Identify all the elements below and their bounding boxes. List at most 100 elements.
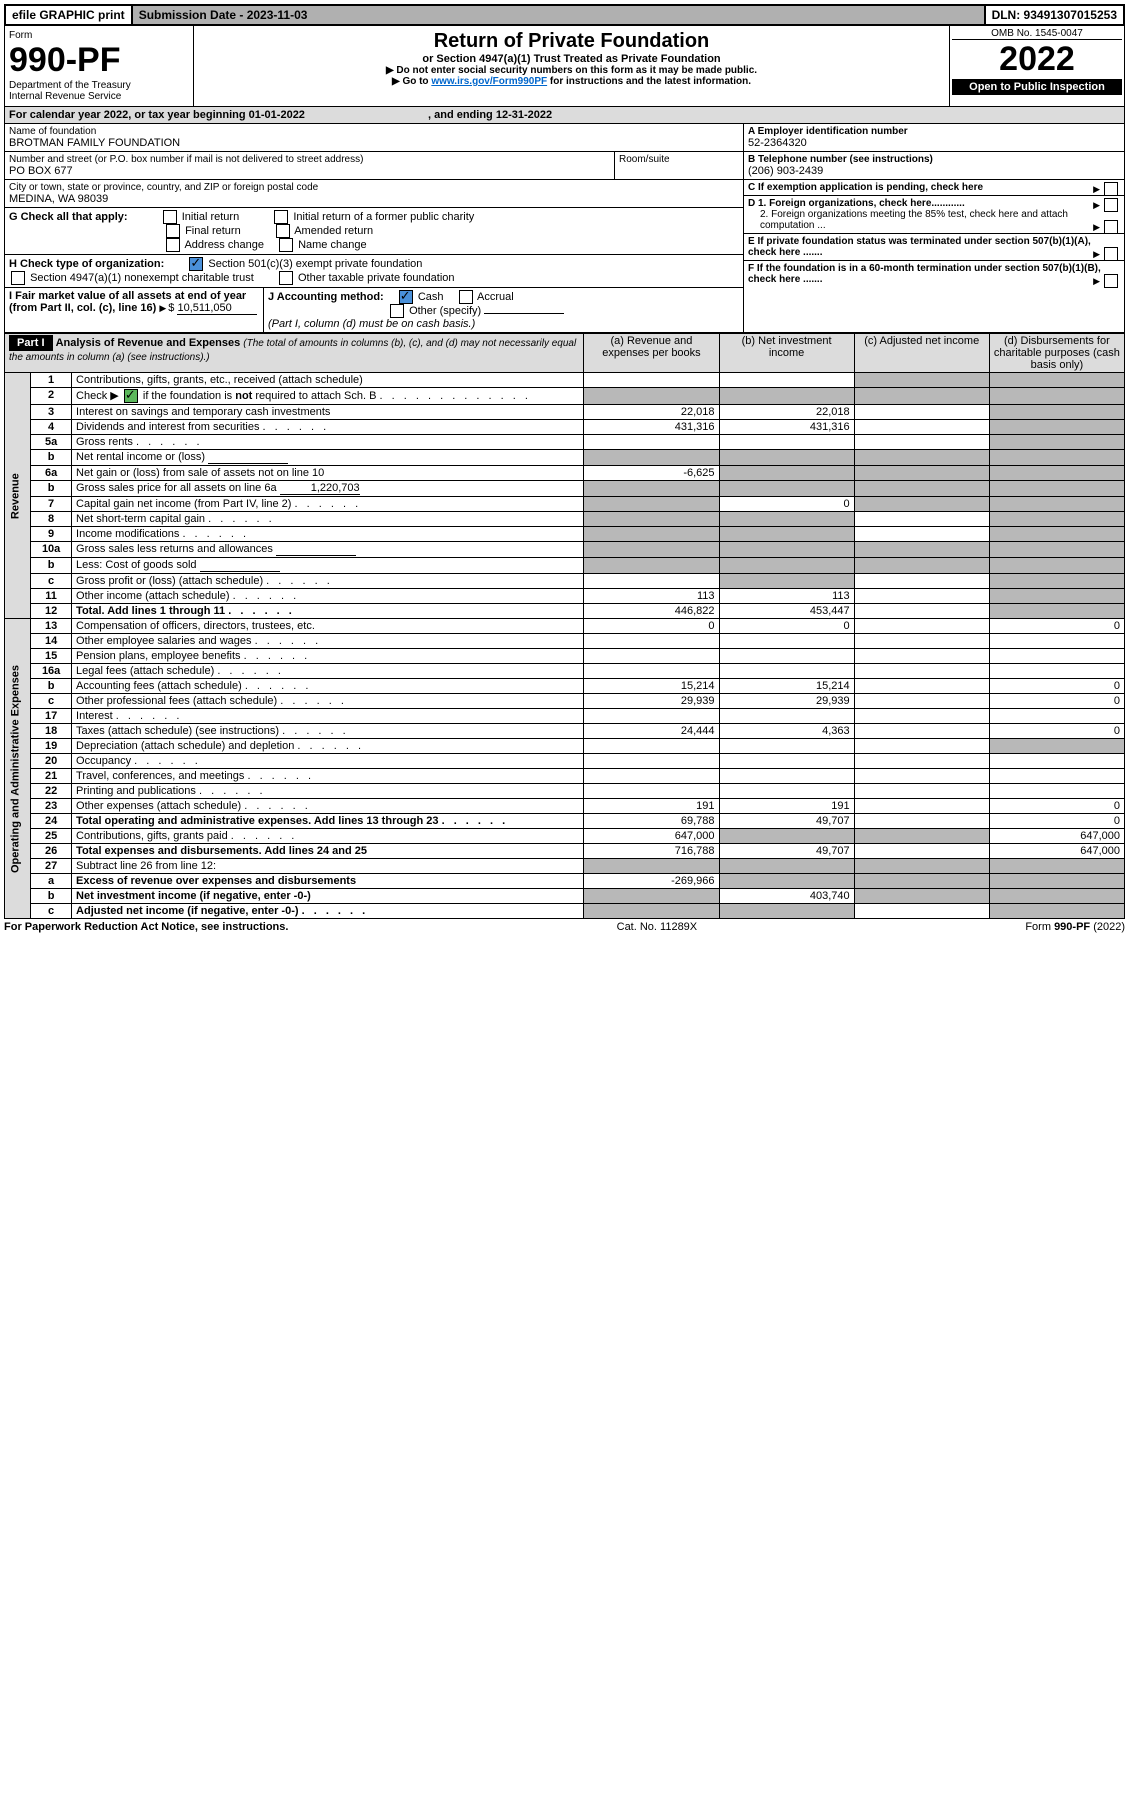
d1-label: D 1. Foreign organizations, check here..… bbox=[748, 198, 965, 209]
chk-e[interactable] bbox=[1104, 247, 1118, 261]
table-row: cGross profit or (loss) (attach schedule… bbox=[5, 574, 1125, 589]
note-ssn: ▶ Do not enter social security numbers o… bbox=[198, 65, 945, 76]
address: PO BOX 677 bbox=[9, 165, 610, 177]
chk-addrchg[interactable] bbox=[166, 238, 180, 252]
g-opt-1: Initial return of a former public charit… bbox=[293, 211, 474, 223]
form-title: Return of Private Foundation bbox=[198, 30, 945, 53]
chk-d2[interactable] bbox=[1104, 220, 1118, 234]
note-link: ▶ Go to www.irs.gov/Form990PF for instru… bbox=[198, 76, 945, 87]
dln-label: DLN: 93491307015253 bbox=[986, 6, 1123, 24]
section-h: H Check type of organization: Section 50… bbox=[5, 255, 743, 288]
table-row: cOther professional fees (attach schedul… bbox=[5, 694, 1125, 709]
part1-table: Part I Analysis of Revenue and Expenses … bbox=[4, 333, 1125, 919]
chk-c[interactable] bbox=[1104, 182, 1118, 196]
identity-block: Name of foundation BROTMAN FAMILY FOUNDA… bbox=[4, 124, 1125, 333]
side-label: Revenue bbox=[5, 373, 31, 619]
g-opt-5: Name change bbox=[298, 239, 367, 251]
calendar-year-row: For calendar year 2022, or tax year begi… bbox=[4, 107, 1125, 124]
chk-cash[interactable] bbox=[399, 290, 413, 304]
g-opt-0: Initial return bbox=[182, 211, 239, 223]
chk-namechg[interactable] bbox=[279, 238, 293, 252]
table-row: bGross sales price for all assets on lin… bbox=[5, 481, 1125, 497]
tax-year: 2022 bbox=[952, 40, 1122, 79]
city-value: MEDINA, WA 98039 bbox=[9, 193, 739, 205]
table-row: 18Taxes (attach schedule) (see instructi… bbox=[5, 724, 1125, 739]
omb-label: OMB No. 1545-0047 bbox=[952, 28, 1122, 40]
g-opt-4: Address change bbox=[184, 239, 264, 251]
chk-501c3[interactable] bbox=[189, 257, 203, 271]
a-label: A Employer identification number bbox=[748, 126, 1120, 137]
chk-other-acct[interactable] bbox=[390, 304, 404, 318]
j-note: (Part I, column (d) must be on cash basi… bbox=[268, 318, 475, 330]
footer-left: For Paperwork Reduction Act Notice, see … bbox=[4, 921, 288, 933]
chk-amended[interactable] bbox=[276, 224, 290, 238]
section-f: F If the foundation is in a 60-month ter… bbox=[744, 261, 1124, 287]
chk-other-tax[interactable] bbox=[279, 271, 293, 285]
section-d: D 1. Foreign organizations, check here..… bbox=[744, 196, 1124, 234]
table-row: 17Interest . . . . . . bbox=[5, 709, 1125, 724]
cal-year-text: For calendar year 2022, or tax year begi… bbox=[5, 107, 556, 123]
form-number: 990-PF bbox=[9, 41, 189, 80]
chk-initial[interactable] bbox=[163, 210, 177, 224]
foundation-name: BROTMAN FAMILY FOUNDATION bbox=[9, 137, 739, 149]
h-opt-3: Other taxable private foundation bbox=[298, 272, 455, 284]
irs-label: Internal Revenue Service bbox=[9, 91, 189, 102]
table-row: 25Contributions, gifts, grants paid . . … bbox=[5, 829, 1125, 844]
h-opt-1: Section 501(c)(3) exempt private foundat… bbox=[208, 258, 422, 270]
city-label: City or town, state or province, country… bbox=[9, 182, 739, 193]
chk-final[interactable] bbox=[166, 224, 180, 238]
form-header: Form 990-PF Department of the Treasury I… bbox=[4, 26, 1125, 107]
table-row: 24Total operating and administrative exp… bbox=[5, 814, 1125, 829]
side-label: Operating and Administrative Expenses bbox=[5, 619, 31, 919]
table-row: 6aNet gain or (loss) from sale of assets… bbox=[5, 466, 1125, 481]
chk-accrual[interactable] bbox=[459, 290, 473, 304]
dept-label: Department of the Treasury bbox=[9, 80, 189, 91]
g-opt-3: Amended return bbox=[294, 225, 373, 237]
addr-label: Number and street (or P.O. box number if… bbox=[9, 154, 610, 165]
g-opt-2: Final return bbox=[185, 225, 241, 237]
table-row: 26Total expenses and disbursements. Add … bbox=[5, 844, 1125, 859]
table-row: 4Dividends and interest from securities … bbox=[5, 420, 1125, 435]
table-row: 21Travel, conferences, and meetings . . … bbox=[5, 769, 1125, 784]
note2-pre: ▶ Go to bbox=[392, 76, 431, 87]
d2-label: 2. Foreign organizations meeting the 85%… bbox=[760, 209, 1068, 231]
col-c-header: (c) Adjusted net income bbox=[854, 334, 989, 373]
form-label: Form bbox=[9, 30, 189, 41]
cal-mid: , and ending bbox=[428, 109, 496, 121]
form-subtitle: or Section 4947(a)(1) Trust Treated as P… bbox=[198, 53, 945, 65]
col-a-header: (a) Revenue and expenses per books bbox=[584, 334, 719, 373]
chk-initial-former[interactable] bbox=[274, 210, 288, 224]
table-row: 7Capital gain net income (from Part IV, … bbox=[5, 497, 1125, 512]
chk-d1[interactable] bbox=[1104, 198, 1118, 212]
table-row: Operating and Administrative Expenses13C… bbox=[5, 619, 1125, 634]
h-opt-2: Section 4947(a)(1) nonexempt charitable … bbox=[30, 272, 254, 284]
g-label: G Check all that apply: bbox=[9, 211, 128, 223]
table-row: 8Net short-term capital gain . . . . . . bbox=[5, 512, 1125, 527]
table-row: Revenue1Contributions, gifts, grants, et… bbox=[5, 373, 1125, 388]
open-inspection: Open to Public Inspection bbox=[952, 79, 1122, 95]
chk-4947[interactable] bbox=[11, 271, 25, 285]
c-label: C If exemption application is pending, c… bbox=[748, 182, 983, 193]
col-b-header: (b) Net investment income bbox=[719, 334, 854, 373]
section-c: C If exemption application is pending, c… bbox=[744, 180, 1124, 196]
section-i: I Fair market value of all assets at end… bbox=[5, 288, 264, 332]
f-label: F If the foundation is in a 60-month ter… bbox=[748, 263, 1101, 285]
room-label: Room/suite bbox=[619, 154, 739, 165]
irs-link[interactable]: www.irs.gov/Form990PF bbox=[431, 76, 547, 87]
table-row: 11Other income (attach schedule) . . . .… bbox=[5, 589, 1125, 604]
top-bar: efile GRAPHIC print Submission Date - 20… bbox=[4, 4, 1125, 26]
h-label: H Check type of organization: bbox=[9, 258, 164, 270]
chk-f[interactable] bbox=[1104, 274, 1118, 288]
table-row: 12Total. Add lines 1 through 11 . . . . … bbox=[5, 604, 1125, 619]
part1-title: Analysis of Revenue and Expenses bbox=[56, 337, 241, 349]
table-row: 5aGross rents . . . . . . bbox=[5, 435, 1125, 450]
name-label: Name of foundation bbox=[9, 126, 739, 137]
phone-value: (206) 903-2439 bbox=[748, 165, 1120, 177]
section-e: E If private foundation status was termi… bbox=[744, 234, 1124, 261]
table-row: bNet rental income or (loss) bbox=[5, 450, 1125, 466]
table-row: 23Other expenses (attach schedule) . . .… bbox=[5, 799, 1125, 814]
table-row: 27Subtract line 26 from line 12: bbox=[5, 859, 1125, 874]
ein-value: 52-2364320 bbox=[748, 137, 1120, 149]
i-value: 10,511,050 bbox=[177, 302, 257, 315]
table-row: 2Check ▶ if the foundation is not requir… bbox=[5, 388, 1125, 405]
